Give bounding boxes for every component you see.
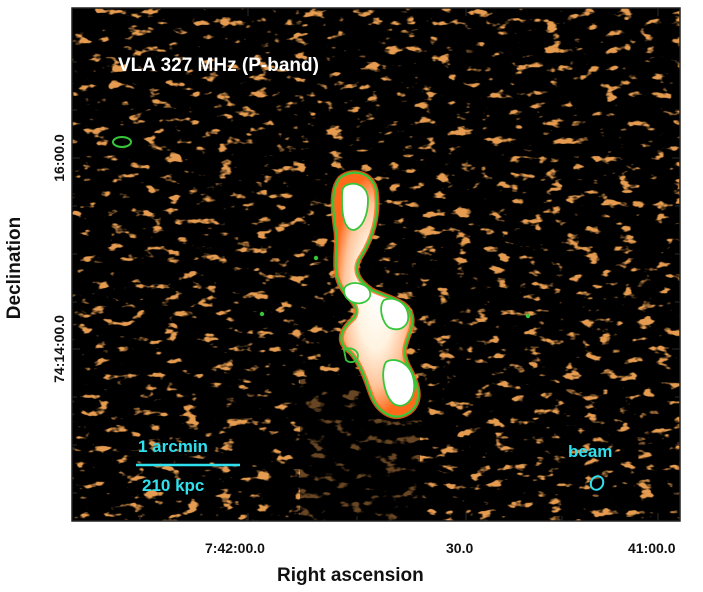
y-tick-label: 16:00.0 (51, 134, 67, 182)
contour-dot (525, 313, 531, 319)
x-tick-label: 7:42:00.0 (205, 540, 265, 556)
plot-frame (71, 7, 681, 522)
x-axis-title: Right ascension (277, 565, 424, 586)
image-title: VLA 327 MHz (P-band) (118, 55, 319, 76)
x-tick-label: 30.0 (446, 540, 474, 556)
image-panel (72, 8, 680, 521)
scalebar-distance-label: 210 kpc (142, 476, 205, 495)
scalebar-length-label: 1 arcmin (138, 437, 208, 456)
contour-blob (112, 136, 132, 148)
contour-dot (259, 311, 265, 317)
x-tick-label: 41:00.0 (628, 540, 676, 556)
beam-ellipse (589, 475, 605, 491)
x-ticks (139, 8, 659, 521)
y-axis-title: Declination (4, 216, 25, 320)
beam-label: beam (568, 442, 613, 461)
radio-source (330, 170, 421, 419)
contour-dot (313, 255, 319, 261)
y-tick-label: 74:14:00.0 (51, 315, 67, 383)
y-ticks (72, 61, 680, 494)
